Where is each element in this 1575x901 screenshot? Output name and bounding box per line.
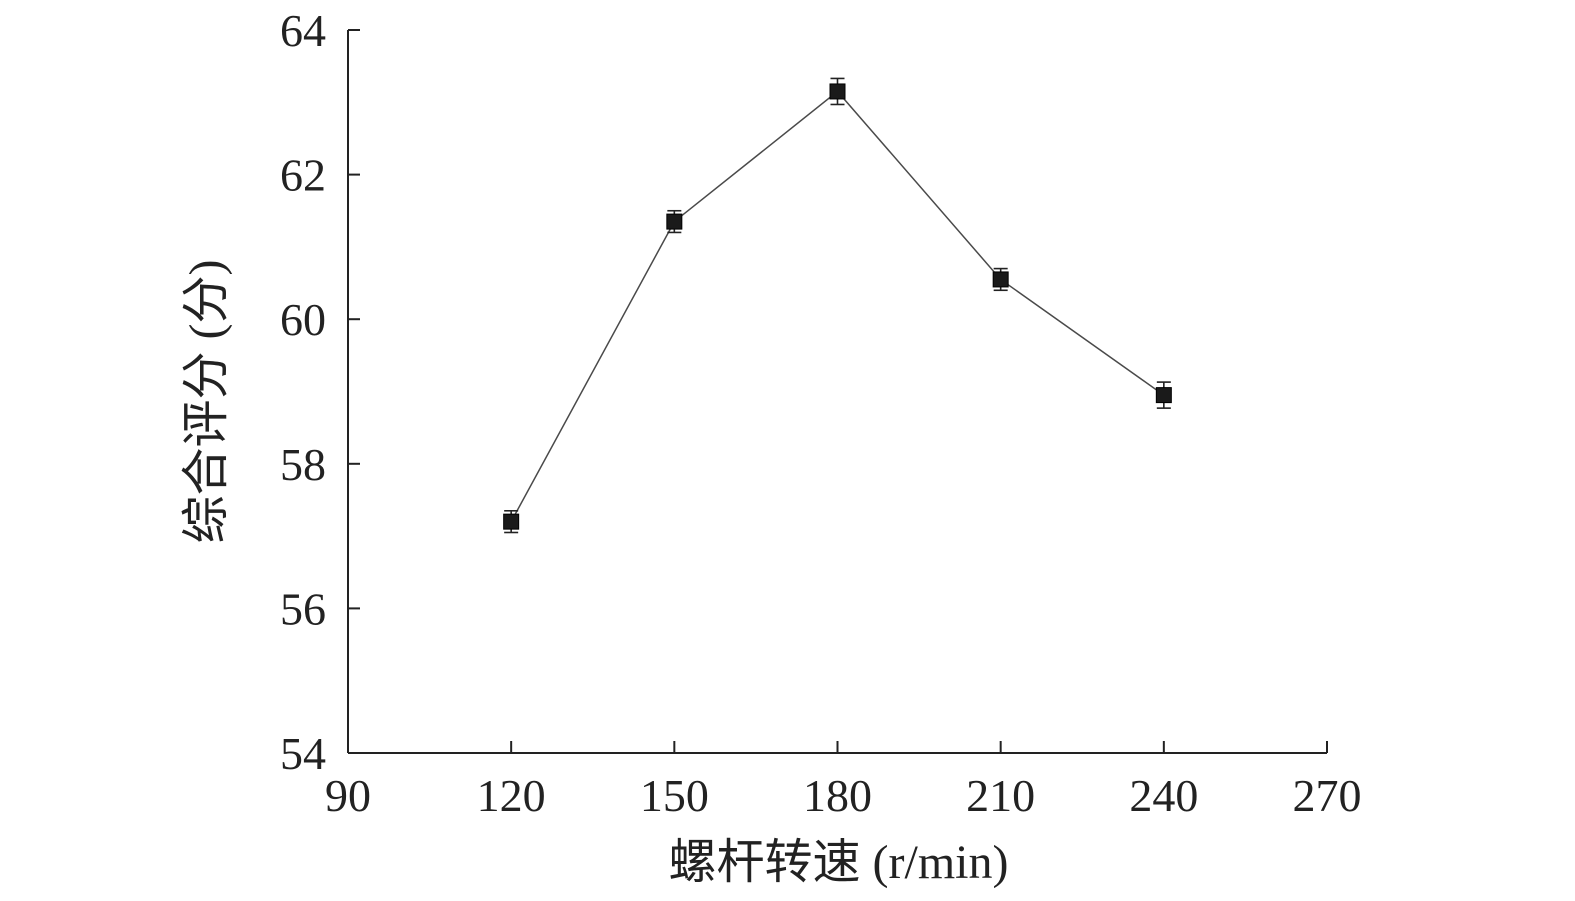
x-tick-label: 180 bbox=[803, 770, 872, 821]
y-axis-title: 综合评分 (分) bbox=[180, 260, 233, 544]
data-point bbox=[992, 271, 1009, 288]
y-tick-label: 58 bbox=[280, 439, 326, 490]
series-layer bbox=[503, 77, 1172, 534]
data-point bbox=[1155, 387, 1172, 404]
series-line bbox=[510, 90, 1165, 522]
y-tick-label: 62 bbox=[280, 150, 326, 201]
x-tick-label: 120 bbox=[477, 770, 546, 821]
y-tick-label: 64 bbox=[280, 5, 326, 56]
x-tick-label: 240 bbox=[1129, 770, 1198, 821]
x-tick-label: 90 bbox=[325, 770, 371, 821]
data-point bbox=[503, 513, 520, 530]
y-tick-label: 56 bbox=[280, 583, 326, 634]
x-tick-label: 210 bbox=[966, 770, 1035, 821]
x-tick-label: 150 bbox=[640, 770, 709, 821]
x-axis-title: 螺杆转速 (r/min) bbox=[669, 836, 1009, 889]
y-tick-label: 54 bbox=[280, 728, 326, 779]
x-tick-label: 270 bbox=[1293, 770, 1362, 821]
y-tick-label: 60 bbox=[280, 294, 326, 345]
data-point bbox=[829, 83, 846, 100]
axes: 90 120 150 180 210 240 270 54 56 58 60 62 64 bbox=[280, 5, 1362, 821]
data-point bbox=[666, 213, 683, 230]
